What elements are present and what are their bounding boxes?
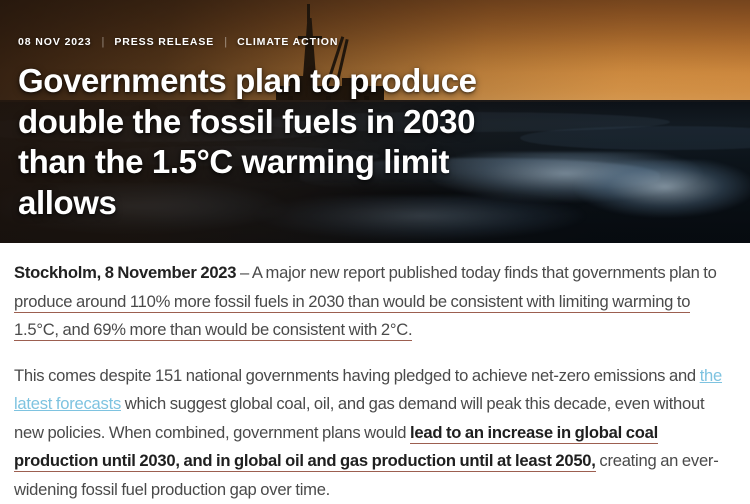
meta-separator: | — [101, 36, 105, 48]
meta-category-press-release[interactable]: PRESS RELEASE — [114, 36, 215, 48]
hero-banner: 08 NOV 2023 | PRESS RELEASE | CLIMATE AC… — [0, 0, 750, 243]
dateline-dash: – — [236, 263, 252, 282]
article-meta: 08 NOV 2023 | PRESS RELEASE | CLIMATE AC… — [18, 36, 732, 48]
paragraph2-segment-three: creating an ever-widening fossil fuel pr… — [14, 451, 719, 499]
meta-separator: | — [224, 36, 228, 48]
meta-date: 08 NOV 2023 — [18, 36, 92, 48]
dateline: Stockholm, 8 November 2023 — [14, 263, 237, 282]
paragraph1-text: A major new report published today finds… — [251, 263, 717, 282]
hero-content: 08 NOV 2023 | PRESS RELEASE | CLIMATE AC… — [0, 0, 750, 243]
paragraph2-segment-two: which suggest global coal, oil, and gas … — [14, 394, 705, 442]
highlighted-key-finding: lead to an increase in global coal produ… — [14, 422, 658, 473]
highlighted-statistic: produce around 110% more fossil fuels in… — [14, 291, 691, 342]
hero-dark-overlay — [0, 0, 750, 243]
article-body: Stockholm, 8 November 2023 – A major new… — [0, 243, 750, 504]
paragraph2-segment-one: This comes despite 151 national governme… — [14, 365, 700, 385]
paragraph-two: This comes despite 151 national governme… — [14, 362, 736, 504]
meta-category-climate-action[interactable]: CLIMATE ACTION — [237, 36, 339, 48]
page-title: Governments plan to produce double the f… — [18, 62, 477, 221]
paragraph-lead: Stockholm, 8 November 2023 – A major new… — [14, 259, 736, 345]
latest-forecasts-link[interactable]: the latest forecasts — [14, 365, 723, 414]
hero-vertical-overlay — [0, 0, 750, 243]
